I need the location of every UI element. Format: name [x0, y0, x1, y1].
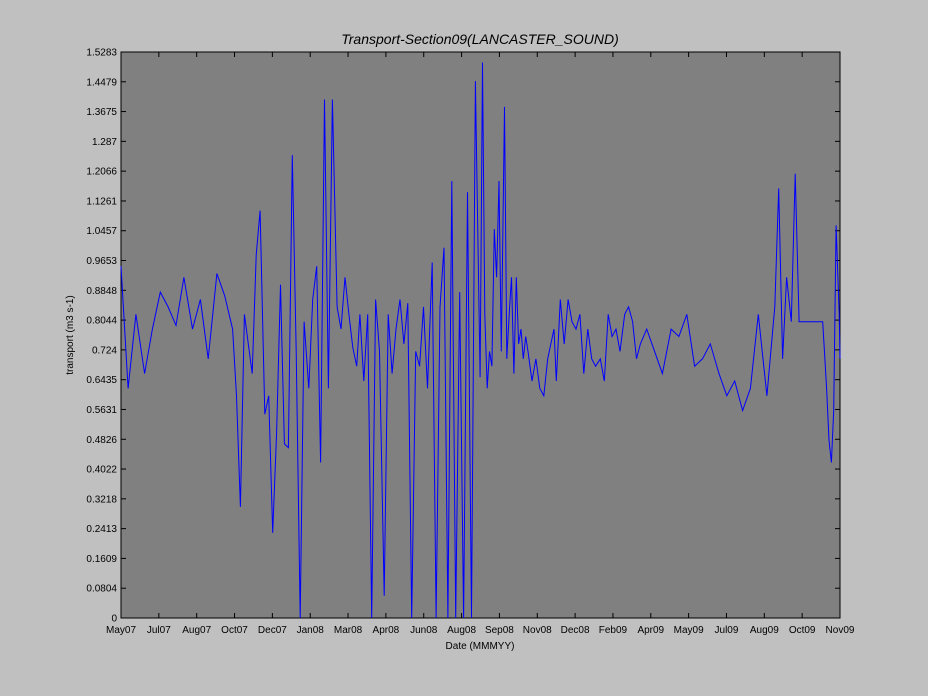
y-tick-label: 0.5631: [86, 405, 117, 416]
x-tick-label: Dec08: [561, 625, 590, 636]
y-tick-label: 1.287: [92, 137, 117, 148]
x-tick-label: May09: [674, 625, 704, 636]
x-tick-label: Feb09: [599, 625, 628, 636]
y-tick-label: 0.0804: [86, 584, 117, 595]
x-tick-label: Sep08: [485, 625, 514, 636]
y-tick-label: 0.8848: [86, 286, 117, 297]
x-tick-label: Apr09: [637, 625, 664, 636]
x-tick-label: Nov09: [826, 625, 855, 636]
x-tick-label: Oct07: [221, 625, 248, 636]
x-tick-label: Jul07: [147, 625, 171, 636]
x-axis-label: Date (MMMYY): [446, 641, 515, 652]
x-tick-label: Nov08: [523, 625, 552, 636]
y-tick-label: 0: [111, 614, 117, 625]
y-tick-label: 1.0457: [86, 226, 117, 237]
x-tick-label: Dec07: [258, 625, 287, 636]
y-tick-label: 0.3218: [86, 494, 117, 505]
x-tick-label: Jul09: [715, 625, 739, 636]
x-tick-label: Apr08: [373, 625, 400, 636]
y-tick-label: 0.4826: [86, 435, 117, 446]
y-tick-label: 1.2066: [86, 167, 117, 178]
y-tick-label: 0.6435: [86, 375, 117, 386]
y-tick-label: 1.1261: [86, 196, 117, 207]
y-tick-label: 0.1609: [86, 554, 117, 565]
x-axis: May07 Jul07 Aug07 Oct07 Dec07 Jan08 Mar08 Apr08…: [106, 52, 855, 636]
y-tick-label: 1.4479: [86, 77, 117, 88]
x-tick-label: Jan08: [297, 625, 325, 636]
x-tick-label: Oct09: [789, 625, 816, 636]
y-tick-label: 0.8044: [86, 316, 117, 327]
x-tick-label: Mar08: [334, 625, 363, 636]
y-tick-label: 1.3675: [86, 107, 117, 118]
y-tick-label: 0.4022: [86, 465, 117, 476]
x-tick-label: Jun08: [410, 625, 438, 636]
x-tick-label: Aug08: [447, 625, 476, 636]
y-tick-label: 1.5283: [86, 48, 117, 59]
series-line: [120, 62, 841, 619]
x-tick-label: Aug07: [182, 625, 211, 636]
y-axis: 0 0.0804 0.1609 0.2413 0.3218 0.4022 0.4826 0.5…: [86, 48, 840, 625]
y-axis-label: transport (m3 s-1): [65, 295, 76, 374]
x-tick-label: May07: [106, 625, 136, 636]
y-tick-label: 0.724: [92, 345, 117, 356]
x-tick-label: Aug09: [750, 625, 779, 636]
chart-title: Transport-Section09(LANCASTER_SOUND): [341, 31, 619, 47]
y-tick-label: 0.2413: [86, 524, 117, 535]
y-tick-label: 0.9653: [86, 256, 117, 267]
